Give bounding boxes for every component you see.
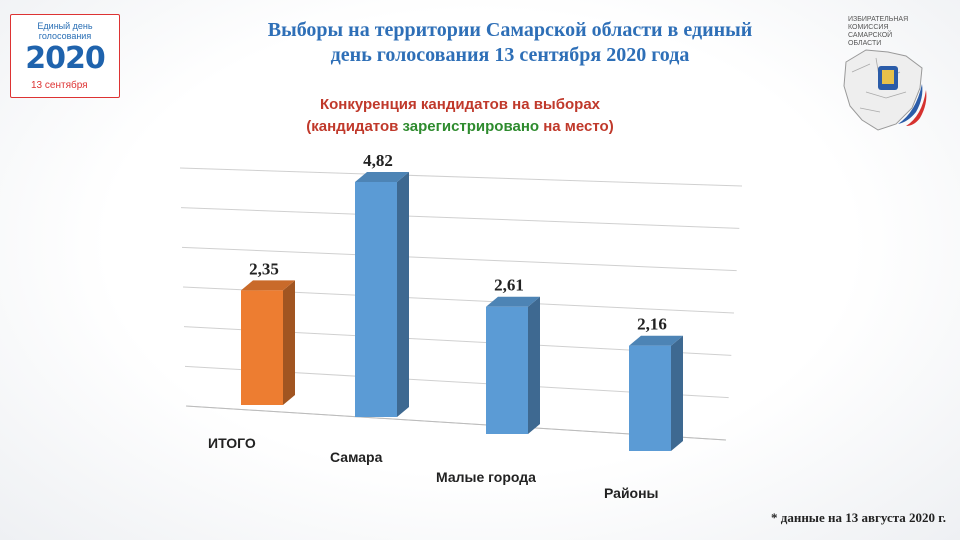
bar [355, 182, 397, 417]
category-label: ИТОГО [208, 435, 256, 451]
logo-year: 2020 [25, 41, 106, 76]
subtitle-open: (кандидатов [306, 118, 403, 135]
data-label: 2,16 [637, 315, 667, 334]
region-map-icon [843, 49, 927, 131]
subtitle-line-1: Конкуренция кандидатов на выборах [319, 96, 601, 113]
bar-top [486, 296, 540, 307]
bar [241, 290, 283, 405]
subtitle-line-2: (кандидатов зарегистрировано на место) [200, 116, 720, 138]
chart-subtitle: Конкуренция кандидатов на выборах (канди… [200, 94, 720, 138]
election-day-logo: Единый день голосования 2020 13 сентября [10, 14, 120, 98]
logo-line-2: голосования [38, 31, 92, 41]
gridline [180, 207, 740, 229]
logo-text-2: КОМИССИЯ [848, 24, 889, 31]
title-line-2: день голосования 13 сентября 2020 года [330, 44, 690, 66]
bar [486, 306, 528, 434]
data-label: 2,35 [249, 259, 279, 278]
bar-side [283, 280, 295, 405]
category-label: Самара [330, 449, 383, 465]
gridline [181, 246, 737, 272]
logo-text-4: ОБЛАСТИ [848, 40, 882, 47]
election-commission-logo: ИЗБИРАТЕЛЬНАЯ КОМИССИЯ САМАРСКОЙ ОБЛАСТИ [836, 12, 934, 136]
page-title: Выборы на территории Самарской области в… [200, 18, 820, 68]
bar-side [528, 296, 540, 434]
logo-text-1: ИЗБИРАТЕЛЬНАЯ [848, 16, 909, 23]
data-label: 4,82 [363, 151, 393, 170]
logo-text-3: САМАРСКОЙ [848, 32, 893, 39]
logo-date: 13 сентября [31, 80, 88, 91]
logo-line-1: Единый день [37, 21, 93, 31]
bar-top [241, 280, 295, 291]
subtitle-close: на место) [539, 118, 614, 135]
bar-side [397, 172, 409, 417]
gridline [179, 167, 743, 187]
data-label: 2,61 [494, 276, 524, 295]
subtitle-green: зарегистрировано [402, 118, 540, 135]
title-line-1: Выборы на территории Самарской области в… [267, 19, 753, 41]
bar-top [355, 172, 409, 182]
bar [629, 345, 671, 451]
data-footnote: * данные на 13 августа 2020 г. [771, 510, 946, 525]
category-label: Районы [604, 485, 659, 501]
bar-top [629, 335, 683, 346]
bar-side [671, 335, 683, 451]
category-label: Малые города [436, 469, 536, 485]
